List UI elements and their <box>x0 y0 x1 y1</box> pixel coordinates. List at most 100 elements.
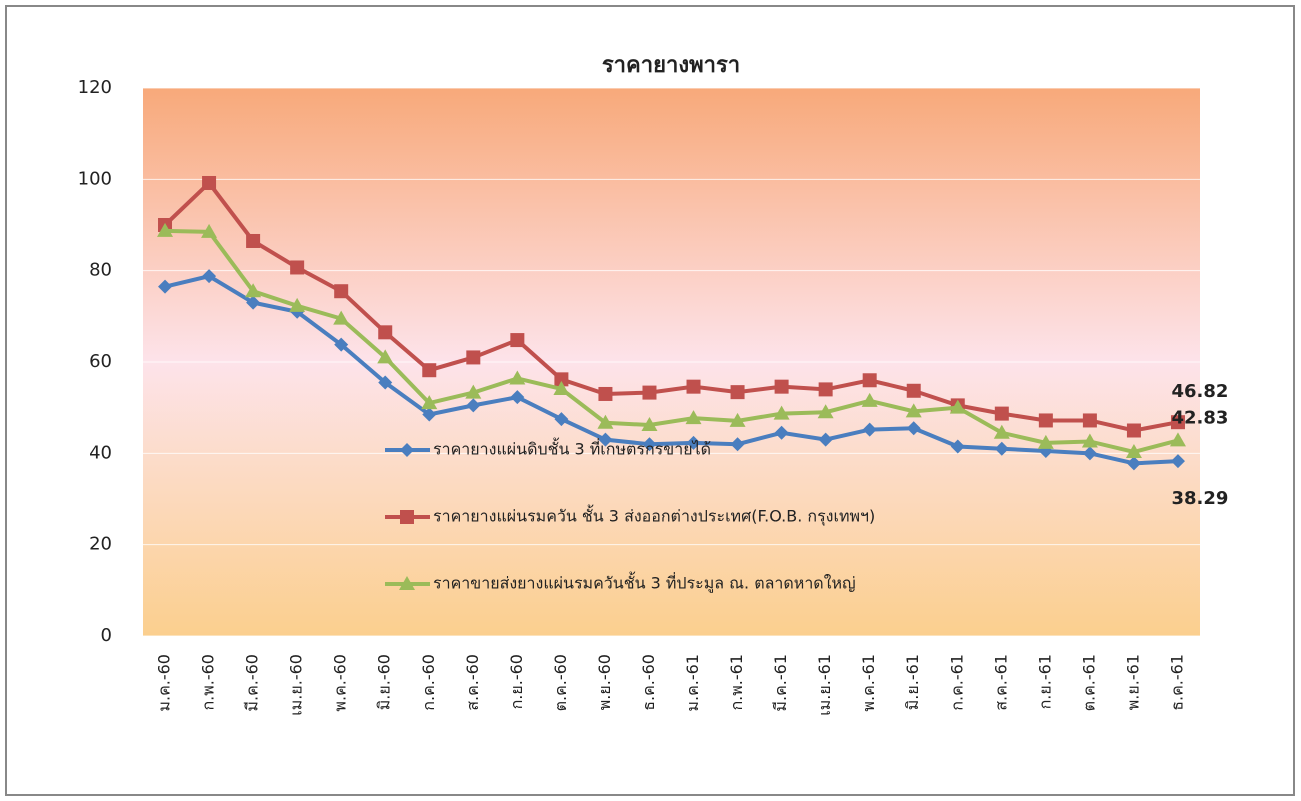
marker <box>1082 446 1097 461</box>
marker <box>334 284 349 299</box>
marker <box>685 410 702 425</box>
x-tick-label: ม.ค.-60 <box>155 654 174 712</box>
marker <box>642 385 657 400</box>
x-tick-label: พ.ย.-61 <box>1123 654 1142 710</box>
y-tick-label: 0 <box>101 625 112 646</box>
marker <box>466 398 481 413</box>
marker <box>289 297 306 312</box>
marker <box>1081 433 1098 448</box>
data-label: 38.29 <box>1172 488 1229 509</box>
y-tick-label: 100 <box>78 168 112 189</box>
marker <box>554 412 569 427</box>
marker <box>334 337 349 352</box>
marker <box>729 412 746 427</box>
marker <box>422 407 437 422</box>
marker <box>157 222 174 237</box>
marker <box>950 439 965 454</box>
marker <box>333 310 350 325</box>
marker <box>730 437 745 452</box>
marker <box>774 379 789 394</box>
x-tick-label: มี.ค.-60 <box>243 654 262 712</box>
y-tick-label: 60 <box>89 351 112 372</box>
marker <box>422 363 437 378</box>
marker <box>202 175 217 190</box>
marker <box>861 392 878 407</box>
marker <box>377 349 394 364</box>
series-line <box>163 179 1179 433</box>
marker <box>598 386 613 401</box>
x-tick-label: ก.ย.-60 <box>507 654 526 709</box>
marker <box>773 405 790 420</box>
marker <box>509 370 526 385</box>
marker <box>1169 432 1186 447</box>
x-tick-label: ต.ค.-60 <box>551 654 570 711</box>
y-tick-label: 120 <box>78 77 112 98</box>
marker <box>949 399 966 414</box>
marker <box>378 375 393 390</box>
series-line <box>164 228 1179 455</box>
data-label: 46.82 <box>1172 381 1229 402</box>
data-label: 42.83 <box>1172 407 1229 428</box>
x-tick-label: ต.ค.-61 <box>1079 654 1098 711</box>
x-tick-label: เม.ย.-60 <box>287 654 306 716</box>
x-tick-label: พ.ค.-61 <box>859 654 878 712</box>
marker <box>641 417 658 432</box>
marker <box>158 279 173 294</box>
marker <box>686 435 701 450</box>
marker <box>378 325 393 340</box>
x-tick-label: พ.ค.-60 <box>331 654 350 712</box>
x-tick-label: ส.ค.-61 <box>991 654 1010 711</box>
x-tick-label: ก.ค.-60 <box>419 654 438 711</box>
marker <box>1170 454 1185 469</box>
marker <box>1125 443 1142 458</box>
marker <box>818 382 833 397</box>
marker <box>817 404 834 419</box>
marker <box>553 380 570 395</box>
marker <box>994 441 1009 456</box>
legend-label: ราคายางแผ่นรมควัน ชั้น 3 ส่งออกต่างประเท… <box>433 505 875 527</box>
x-tick-label: ม.ค.-61 <box>683 654 702 712</box>
x-tick-label: ก.ค.-61 <box>947 654 966 711</box>
legend-label: ราคายางแผ่นดิบชั้น 3 ที่เกษตรกรขายได้ <box>433 438 711 459</box>
marker <box>554 372 569 387</box>
marker <box>400 510 414 524</box>
x-tick-label: ก.พ.-60 <box>199 654 218 711</box>
y-tick-label: 80 <box>89 260 112 281</box>
marker <box>290 260 305 275</box>
y-tick-label: 40 <box>89 442 112 463</box>
marker <box>510 390 525 405</box>
x-tick-label: ธ.ค.-60 <box>639 654 658 711</box>
chart-title: ราคายางพารา <box>602 53 740 78</box>
marker <box>862 422 877 437</box>
x-tick-label: มี.ค.-61 <box>771 654 790 712</box>
marker <box>465 384 482 399</box>
marker <box>642 437 657 452</box>
x-tick-label: ธ.ค.-61 <box>1167 654 1186 711</box>
x-tick-label: ส.ค.-60 <box>463 654 482 711</box>
marker <box>510 333 525 348</box>
marker <box>1126 456 1141 471</box>
marker <box>400 443 414 457</box>
marker <box>1126 423 1141 438</box>
x-tick-label: มิ.ย.-61 <box>903 654 922 710</box>
marker <box>993 424 1010 439</box>
marker <box>1082 413 1097 428</box>
marker <box>905 403 922 418</box>
marker <box>686 379 701 394</box>
x-tick-label: พ.ย.-60 <box>595 654 614 710</box>
marker <box>1038 413 1053 428</box>
marker <box>1037 434 1054 449</box>
marker <box>862 373 877 388</box>
marker <box>246 295 261 310</box>
marker <box>421 395 438 410</box>
marker <box>466 350 481 365</box>
marker <box>818 432 833 447</box>
marker <box>202 269 217 284</box>
marker <box>1170 415 1185 430</box>
marker <box>399 576 415 590</box>
marker <box>906 383 921 398</box>
marker <box>906 421 921 436</box>
marker <box>597 414 614 429</box>
marker <box>246 233 261 248</box>
marker <box>598 432 613 447</box>
